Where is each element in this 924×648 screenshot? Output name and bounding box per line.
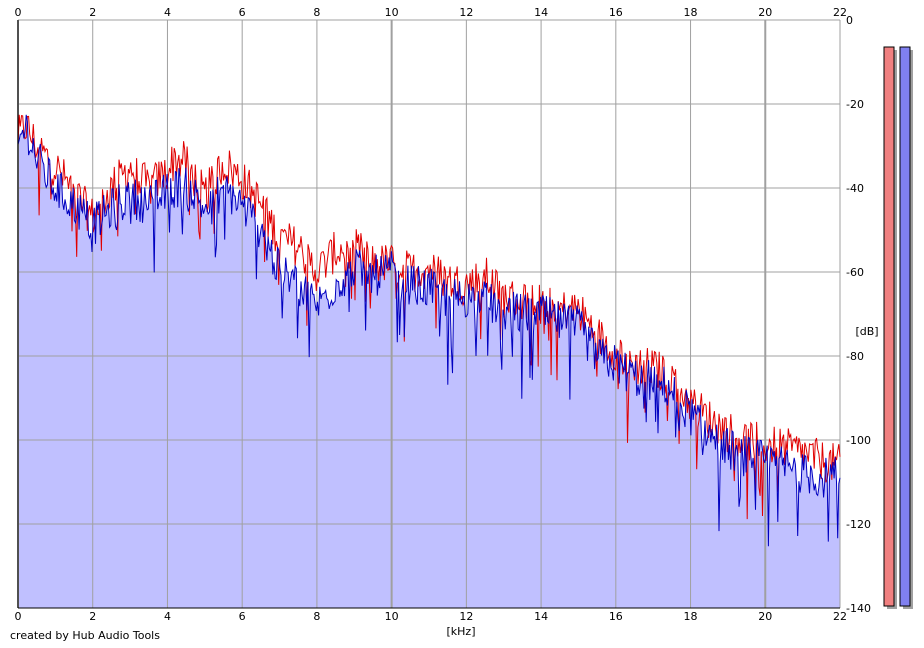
x-tick-label-top: 20 [758, 6, 772, 19]
x-tick-label-bottom: 6 [239, 610, 246, 623]
y-tick-label: -80 [846, 350, 864, 363]
x-tick-label-bottom: 22 [833, 610, 847, 623]
x-tick-label-bottom: 10 [385, 610, 399, 623]
x-tick-label-bottom: 18 [684, 610, 698, 623]
y-tick-label: -60 [846, 266, 864, 279]
y-tick-label: -100 [846, 434, 871, 447]
x-tick-label-bottom: 8 [313, 610, 320, 623]
x-tick-label-top: 16 [609, 6, 623, 19]
x-tick-label-bottom: 14 [534, 610, 548, 623]
x-tick-label-bottom: 12 [459, 610, 473, 623]
x-tick-label-top: 18 [684, 6, 698, 19]
x-tick-label-bottom: 4 [164, 610, 171, 623]
x-tick-label-bottom: 0 [15, 610, 22, 623]
credit-text: created by Hub Audio Tools [10, 629, 160, 642]
y-tick-label: -20 [846, 98, 864, 111]
y-tick-label: 0 [846, 14, 853, 27]
x-tick-label-top: 12 [459, 6, 473, 19]
x-tick-label-top: 2 [89, 6, 96, 19]
level-meter-2 [899, 46, 911, 607]
y-tick-label: -120 [846, 518, 871, 531]
x-tick-label-bottom: 2 [89, 610, 96, 623]
x-tick-label-bottom: 20 [758, 610, 772, 623]
x-tick-label-top: 0 [15, 6, 22, 19]
series-line-2 [17, 114, 841, 547]
y-tick-label: -140 [846, 602, 871, 615]
x-tick-label-bottom: 16 [609, 610, 623, 623]
level-meters [883, 46, 913, 609]
y-axis-label: [dB] [855, 325, 878, 338]
x-tick-label-top: 4 [164, 6, 171, 19]
x-tick-label-top: 14 [534, 6, 548, 19]
spectrum-fill-layer [18, 114, 840, 609]
x-axis-label: [kHz] [447, 625, 476, 638]
y-tick-label: -40 [846, 182, 864, 195]
x-tick-label-top: 8 [313, 6, 320, 19]
x-tick-label-top: 22 [833, 6, 847, 19]
x-tick-label-top: 6 [239, 6, 246, 19]
x-tick-label-top: 10 [385, 6, 399, 19]
axis-layer: 002244668810101212141416161818202022220-… [15, 6, 871, 623]
level-meter-1 [883, 46, 895, 607]
spectrum-fill [18, 114, 840, 609]
series-layer [17, 114, 841, 547]
